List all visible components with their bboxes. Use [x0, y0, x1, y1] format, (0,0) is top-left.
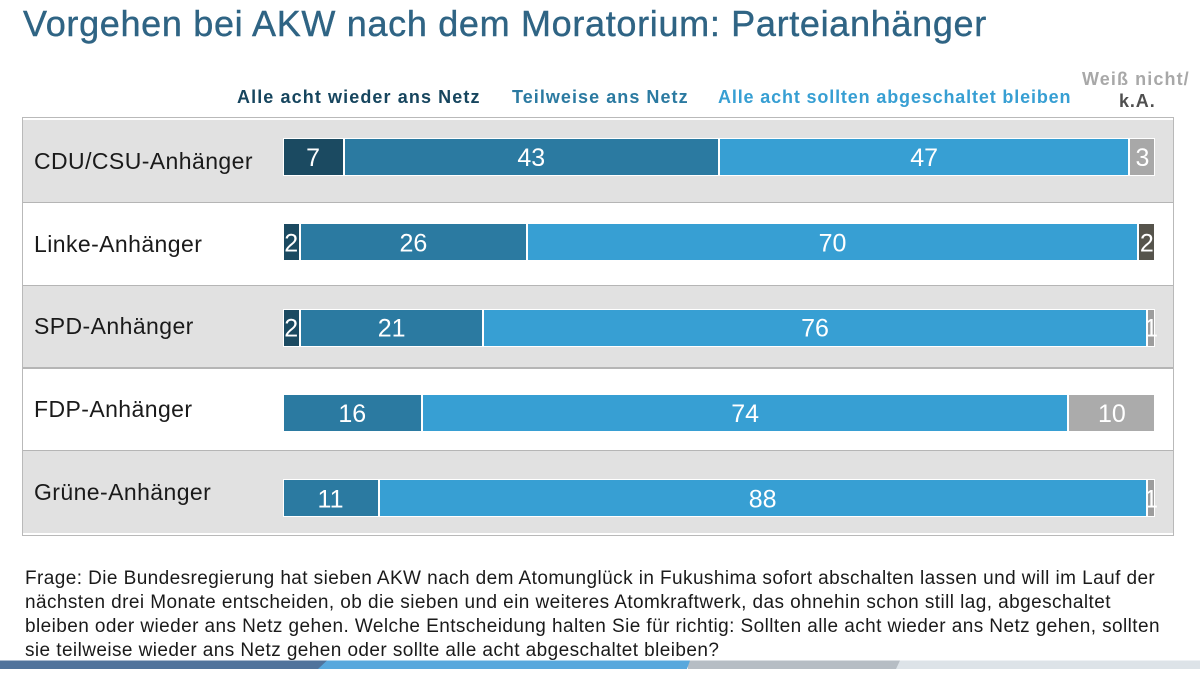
svg-text:16: 16	[338, 400, 366, 428]
svg-text:10: 10	[1098, 400, 1126, 428]
svg-text:2: 2	[284, 229, 298, 257]
svg-text:11: 11	[318, 485, 344, 513]
svg-text:2: 2	[284, 315, 298, 343]
svg-text:76: 76	[801, 315, 829, 343]
svg-text:1: 1	[1144, 485, 1158, 513]
svg-text:3: 3	[1135, 144, 1149, 172]
svg-text:7: 7	[306, 144, 320, 172]
svg-text:70: 70	[819, 229, 847, 257]
svg-text:47: 47	[910, 144, 938, 172]
svg-text:26: 26	[399, 229, 427, 257]
svg-text:88: 88	[749, 485, 777, 513]
svg-text:21: 21	[378, 315, 406, 343]
svg-text:43: 43	[517, 144, 545, 172]
svg-text:74: 74	[731, 400, 759, 428]
svg-text:2: 2	[1140, 229, 1154, 257]
svg-text:1: 1	[1144, 315, 1158, 343]
